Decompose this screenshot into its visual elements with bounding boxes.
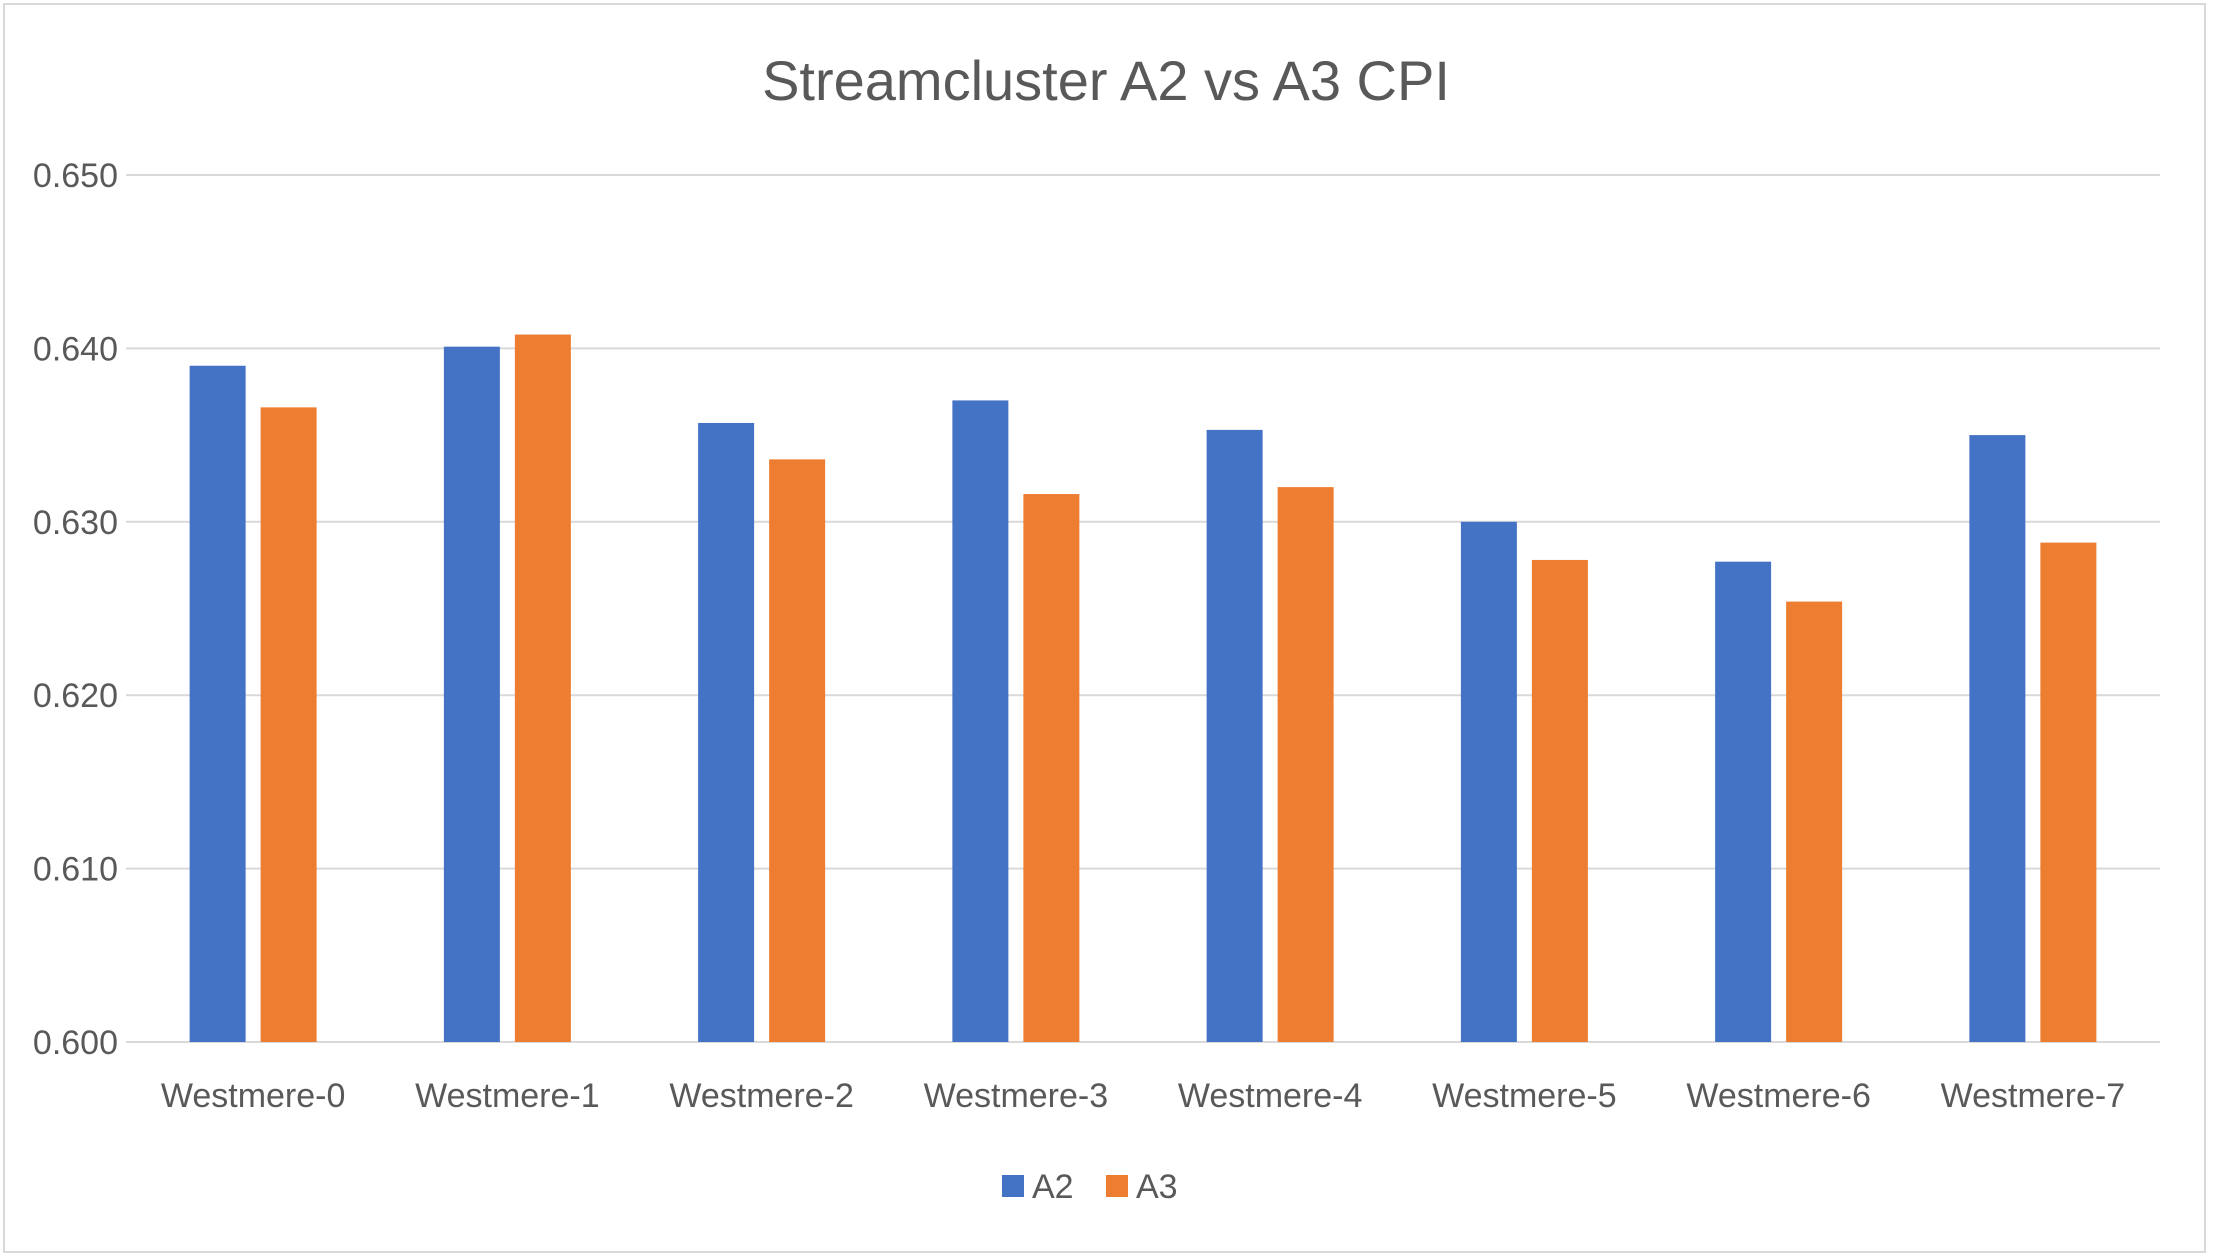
y-axis-ticks: 0.600 0.610 0.620 0.630 0.640 0.650 [33,157,118,1062]
bar-a2-westmere-4 [1206,429,1263,1042]
x-tick-label: Westmere-5 [1432,1077,1617,1115]
x-tick-label: Westmere-4 [1178,1077,1363,1115]
y-tick-label: 0.610 [33,851,118,889]
y-tick-label: 0.620 [33,677,118,715]
bar-a2-westmere-5 [1460,521,1517,1042]
chart-title: Streamcluster A2 vs A3 CPI [762,49,1450,112]
bar-a2-westmere-3 [952,400,1009,1042]
x-tick-label: Westmere-0 [161,1077,346,1115]
bar-a3-westmere-5 [1531,559,1588,1042]
x-tick-label: Westmere-1 [415,1077,600,1115]
bar-a3-westmere-7 [2040,542,2097,1042]
x-tick-label: Westmere-3 [924,1077,1109,1115]
bar-a2-westmere-2 [698,422,755,1042]
bar-a3-westmere-6 [1786,601,1843,1042]
x-axis-ticks: Westmere-0 Westmere-1 Westmere-2 Westmere-3… [161,1077,2125,1115]
legend-swatch-a3 [1106,1175,1128,1197]
bar-a2-westmere-6 [1715,561,1772,1042]
y-tick-label: 0.640 [33,330,118,368]
bar-a2-westmere-7 [1969,435,2026,1043]
legend-label-a2: A2 [1032,1168,1074,1206]
bar-a2-westmere-1 [443,346,500,1042]
x-tick-label: Westmere-7 [1941,1077,2126,1115]
legend-label-a3: A3 [1136,1168,1178,1206]
gridlines [126,174,2160,1043]
bar-a3-westmere-0 [260,407,317,1043]
y-tick-label: 0.630 [33,504,118,542]
bars [189,334,2097,1043]
bar-a3-westmere-4 [1277,487,1334,1042]
x-tick-label: Westmere-6 [1686,1077,1871,1115]
x-tick-label: Westmere-2 [669,1077,854,1115]
bar-a3-westmere-3 [1023,494,1080,1042]
bar-a2-westmere-0 [189,365,246,1042]
bar-a3-westmere-1 [514,334,571,1042]
legend-swatch-a2 [1002,1175,1024,1197]
legend: A2 A3 [1002,1168,1178,1206]
bar-a3-westmere-2 [769,459,826,1043]
y-tick-label: 0.600 [33,1024,118,1062]
y-tick-label: 0.650 [33,157,118,195]
